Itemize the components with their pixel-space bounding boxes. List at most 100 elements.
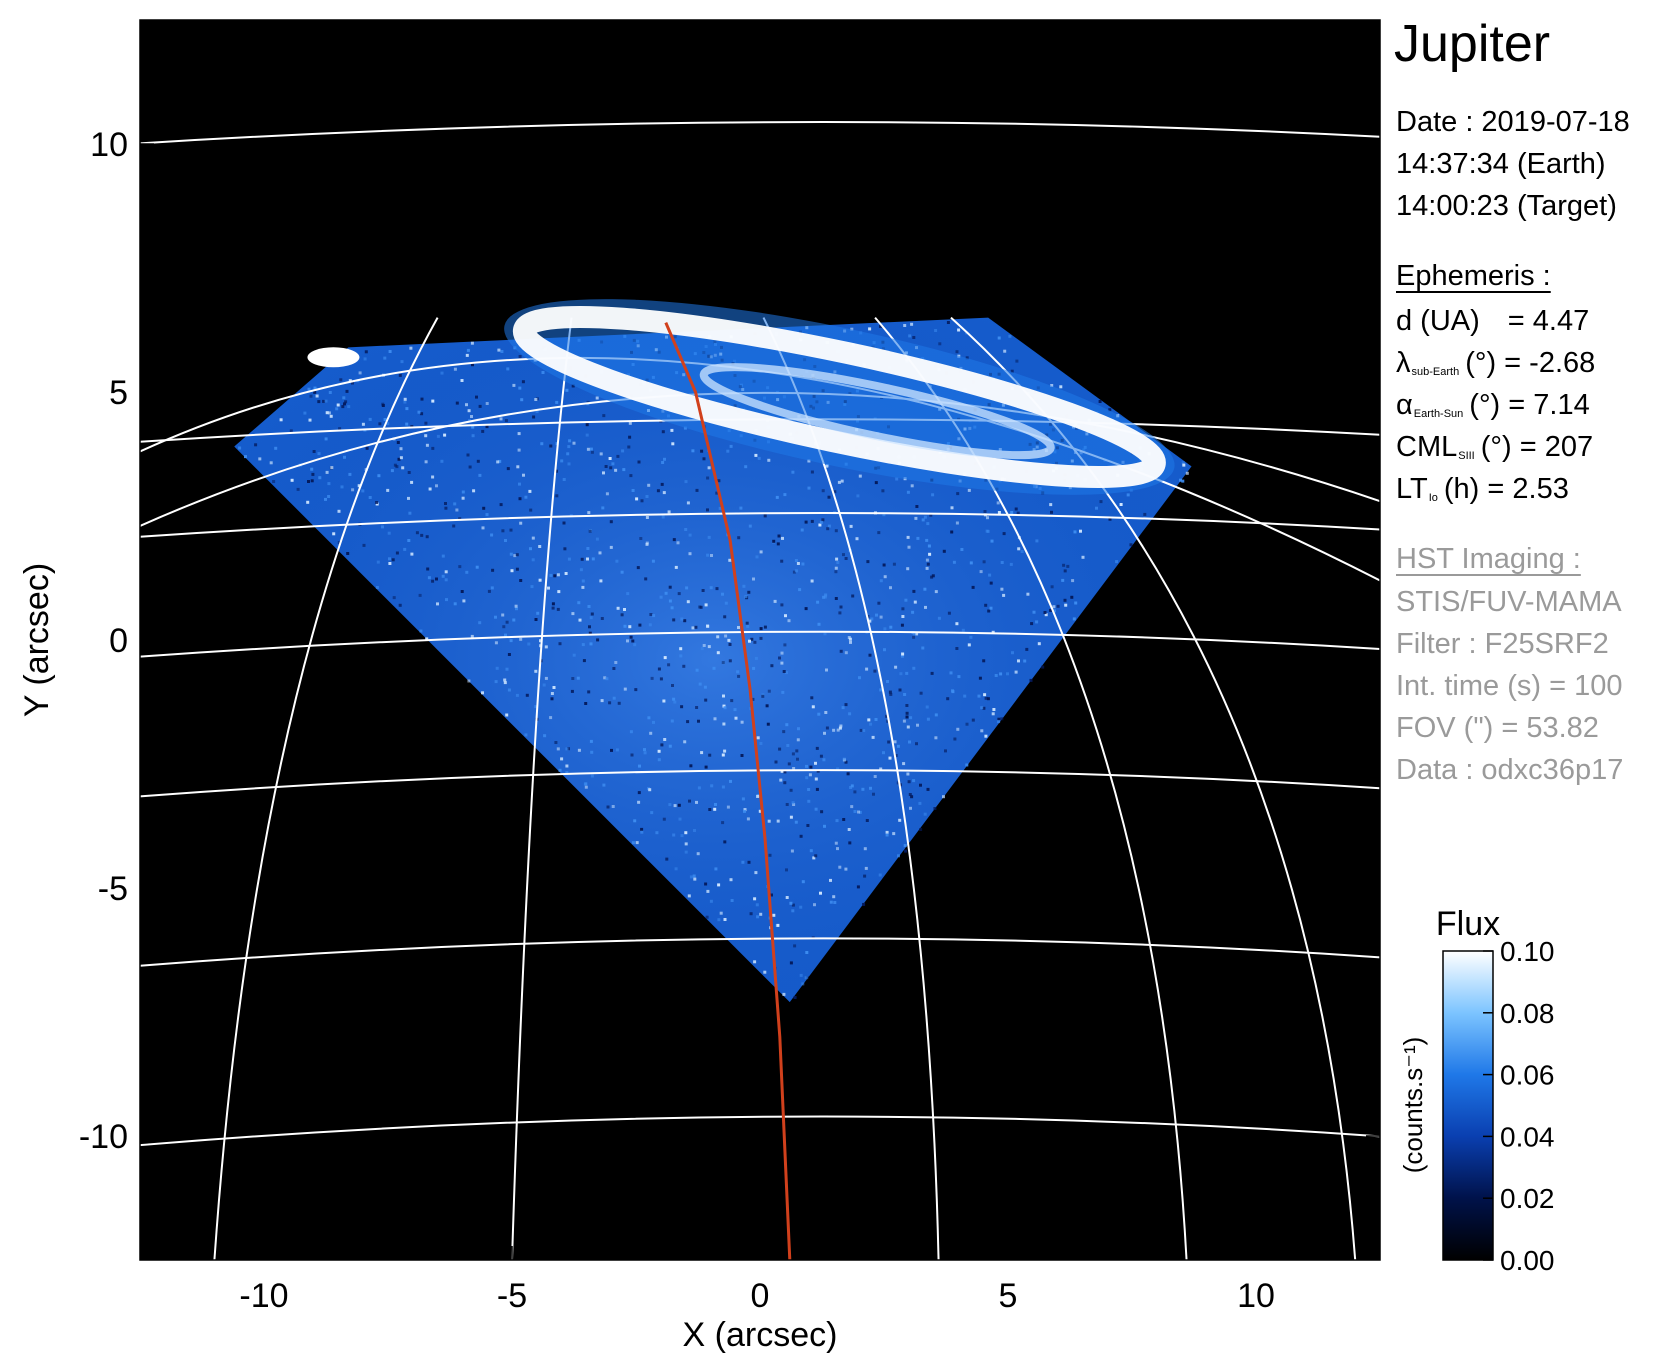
flux-pixel (614, 661, 618, 664)
earth-time: 14:37:34 (Earth) (1396, 148, 1606, 180)
flux-pixel (405, 407, 409, 411)
flux-pixel (885, 714, 889, 718)
flux-pixel (1014, 670, 1018, 674)
flux-pixel (407, 496, 410, 500)
flux-pixel (850, 327, 854, 331)
flux-pixel (580, 557, 584, 561)
flux-pixel (393, 463, 397, 467)
flux-pixel (376, 560, 380, 564)
flux-pixel (401, 466, 405, 470)
flux-pixel (934, 736, 938, 740)
flux-pixel (424, 421, 428, 425)
flux-pixel (1006, 672, 1009, 676)
flux-pixel (949, 671, 953, 675)
flux-pixel (856, 885, 860, 889)
flux-pixel (767, 458, 771, 462)
flux-pixel (453, 502, 457, 506)
flux-pixel (586, 557, 589, 561)
flux-pixel (931, 493, 935, 497)
flux-pixel (1020, 550, 1024, 553)
flux-pixel (581, 579, 585, 583)
flux-pixel (791, 801, 795, 805)
flux-pixel (846, 772, 850, 776)
flux-pixel (522, 473, 525, 477)
flux-pixel (997, 336, 1001, 340)
flux-pixel (1043, 611, 1047, 614)
flux-pixel (722, 722, 726, 726)
flux-pixel (424, 434, 428, 438)
flux-pixel (746, 624, 750, 628)
flux-pixel (683, 740, 687, 744)
flux-pixel (733, 708, 737, 712)
flux-pixel (531, 558, 535, 562)
flux-pixel (793, 944, 797, 948)
flux-pixel (729, 444, 733, 448)
flux-pixel (729, 878, 733, 882)
flux-pixel (465, 403, 468, 407)
flux-pixel (620, 613, 624, 617)
flux-pixel (491, 568, 495, 572)
flux-pixel (494, 615, 497, 619)
flux-pixel (481, 691, 484, 695)
flux-pixel (440, 371, 444, 375)
flux-pixel (659, 595, 663, 599)
flux-pixel (609, 466, 613, 470)
flux-pixel (505, 620, 509, 624)
flux-pixel (444, 570, 448, 574)
flux-pixel (407, 539, 411, 542)
flux-pixel (834, 570, 838, 574)
flux-pixel (426, 567, 430, 571)
flux-pixel (807, 459, 811, 463)
flux-pixel (528, 489, 532, 493)
latitude-symbol: λ (1396, 347, 1411, 379)
flux-pixel (925, 538, 929, 542)
flux-pixel (980, 729, 984, 733)
flux-pixel (877, 601, 881, 605)
flux-pixel (927, 544, 931, 548)
flux-pixel (715, 587, 719, 591)
flux-pixel (664, 591, 668, 595)
flux-pixel (838, 611, 842, 615)
flux-pixel (512, 618, 516, 622)
flux-pixel (716, 651, 720, 655)
flux-pixel (589, 642, 593, 646)
data-id: Data : odxc36p17 (1396, 754, 1624, 786)
flux-pixel (869, 722, 873, 726)
flux-pixel (808, 773, 812, 777)
colorbar-tick-label: 0.06 (1500, 1060, 1555, 1091)
flux-pixel (431, 399, 435, 403)
y-tick-label: 5 (109, 374, 128, 412)
flux-pixel (626, 592, 630, 596)
cml-symbol: CML (1396, 431, 1458, 463)
flux-pixel (833, 490, 837, 494)
flux-pixel (697, 719, 700, 723)
flux-pixel (799, 834, 803, 838)
flux-pixel (325, 470, 329, 474)
flux-pixel (296, 487, 300, 491)
flux-pixel (527, 642, 531, 646)
flux-pixel (686, 600, 690, 604)
flux-pixel (990, 539, 994, 543)
flux-pixel (398, 603, 402, 607)
flux-pixel (555, 469, 558, 473)
flux-pixel (805, 776, 809, 780)
flux-pixel (638, 764, 641, 768)
flux-pixel (708, 753, 712, 757)
flux-pixel (950, 506, 954, 510)
flux-pixel (689, 764, 693, 768)
flux-pixel (721, 753, 725, 757)
flux-pixel (555, 400, 559, 404)
flux-pixel (499, 503, 503, 507)
flux-pixel (1000, 587, 1004, 591)
flux-pixel (565, 771, 569, 775)
flux-pixel (399, 456, 403, 460)
flux-pixel (892, 562, 896, 566)
flux-pixel (565, 764, 569, 768)
flux-pixel (544, 676, 548, 680)
io-footprint-spot (307, 347, 360, 368)
flux-pixel (906, 772, 910, 776)
flux-pixel (971, 585, 975, 589)
flux-pixel (648, 623, 652, 627)
flux-pixel (865, 667, 869, 671)
flux-pixel (780, 603, 784, 607)
